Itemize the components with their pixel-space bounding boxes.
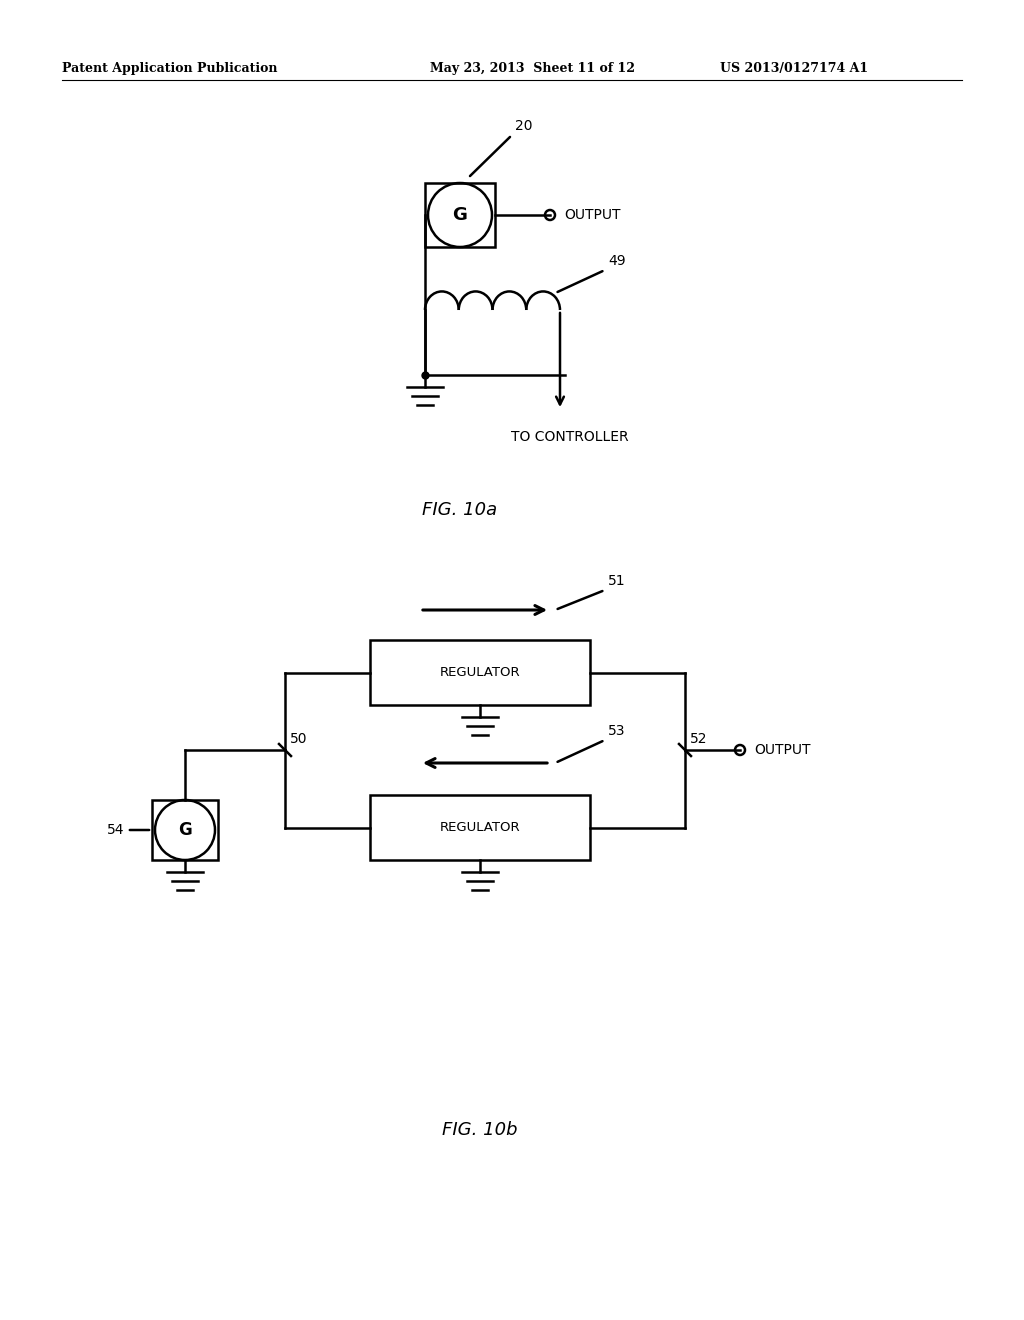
Text: 20: 20 xyxy=(515,119,532,133)
Text: 53: 53 xyxy=(608,723,626,738)
Text: 54: 54 xyxy=(106,822,124,837)
Text: OUTPUT: OUTPUT xyxy=(564,209,621,222)
Text: US 2013/0127174 A1: US 2013/0127174 A1 xyxy=(720,62,868,75)
Text: 51: 51 xyxy=(608,574,626,587)
Text: G: G xyxy=(178,821,191,840)
Text: REGULATOR: REGULATOR xyxy=(439,667,520,678)
Text: OUTPUT: OUTPUT xyxy=(754,743,811,756)
Text: G: G xyxy=(453,206,467,224)
Bar xyxy=(425,183,495,247)
Text: 50: 50 xyxy=(290,733,307,746)
Bar xyxy=(370,640,590,705)
Text: 49: 49 xyxy=(608,253,626,268)
Text: FIG. 10b: FIG. 10b xyxy=(442,1121,518,1139)
Bar xyxy=(370,795,590,861)
Text: TO CONTROLLER: TO CONTROLLER xyxy=(511,430,629,444)
Text: 52: 52 xyxy=(690,733,708,746)
Text: May 23, 2013  Sheet 11 of 12: May 23, 2013 Sheet 11 of 12 xyxy=(430,62,635,75)
Text: Patent Application Publication: Patent Application Publication xyxy=(62,62,278,75)
Text: FIG. 10a: FIG. 10a xyxy=(423,502,498,519)
Bar xyxy=(152,800,218,861)
Text: REGULATOR: REGULATOR xyxy=(439,821,520,834)
